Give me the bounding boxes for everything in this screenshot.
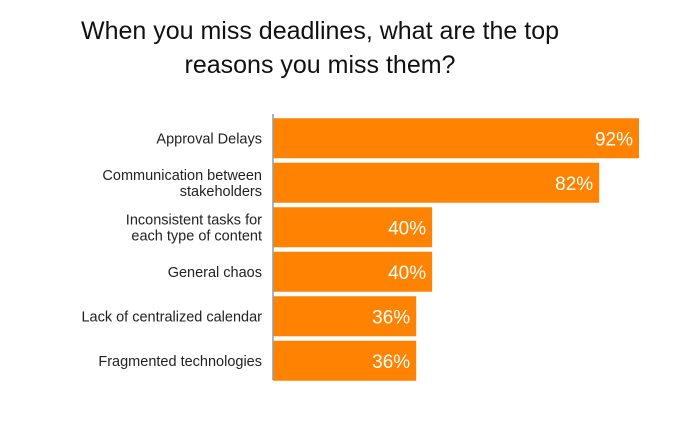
bar-value-label-5: 36% <box>372 307 410 328</box>
category-label-6: Fragmented technologies <box>98 354 262 370</box>
bar-6 <box>273 340 417 381</box>
bar-2 <box>273 162 600 203</box>
bar-1 <box>273 118 639 159</box>
category-label-2-line-1: Communication between <box>102 168 262 184</box>
bar-value-label-6: 36% <box>372 352 410 373</box>
category-label-1: Approval Delays <box>156 131 262 147</box>
bar-4 <box>273 251 433 292</box>
bar-value-label-2: 82% <box>555 174 593 195</box>
chart-title-line-1: When you miss deadlines, what are the to… <box>80 17 560 45</box>
chart-title-line-2: reasons you miss them? <box>184 51 456 79</box>
bar-value-label-1: 92% <box>595 129 633 150</box>
category-label-3-line-1: Inconsistent tasks for <box>126 212 262 228</box>
bar-3 <box>273 207 433 248</box>
bar-5 <box>273 296 417 337</box>
bar-value-label-3: 40% <box>388 218 426 239</box>
bar-value-label-4: 40% <box>388 263 426 284</box>
chart-title: When you miss deadlines, what are the to… <box>0 14 640 82</box>
category-label-2-line-2: stakeholders <box>180 184 262 200</box>
category-label-3-line-2: each type of content <box>131 228 262 244</box>
category-label-4: General chaos <box>168 265 262 281</box>
category-label-5: Lack of centralized calendar <box>81 309 262 325</box>
